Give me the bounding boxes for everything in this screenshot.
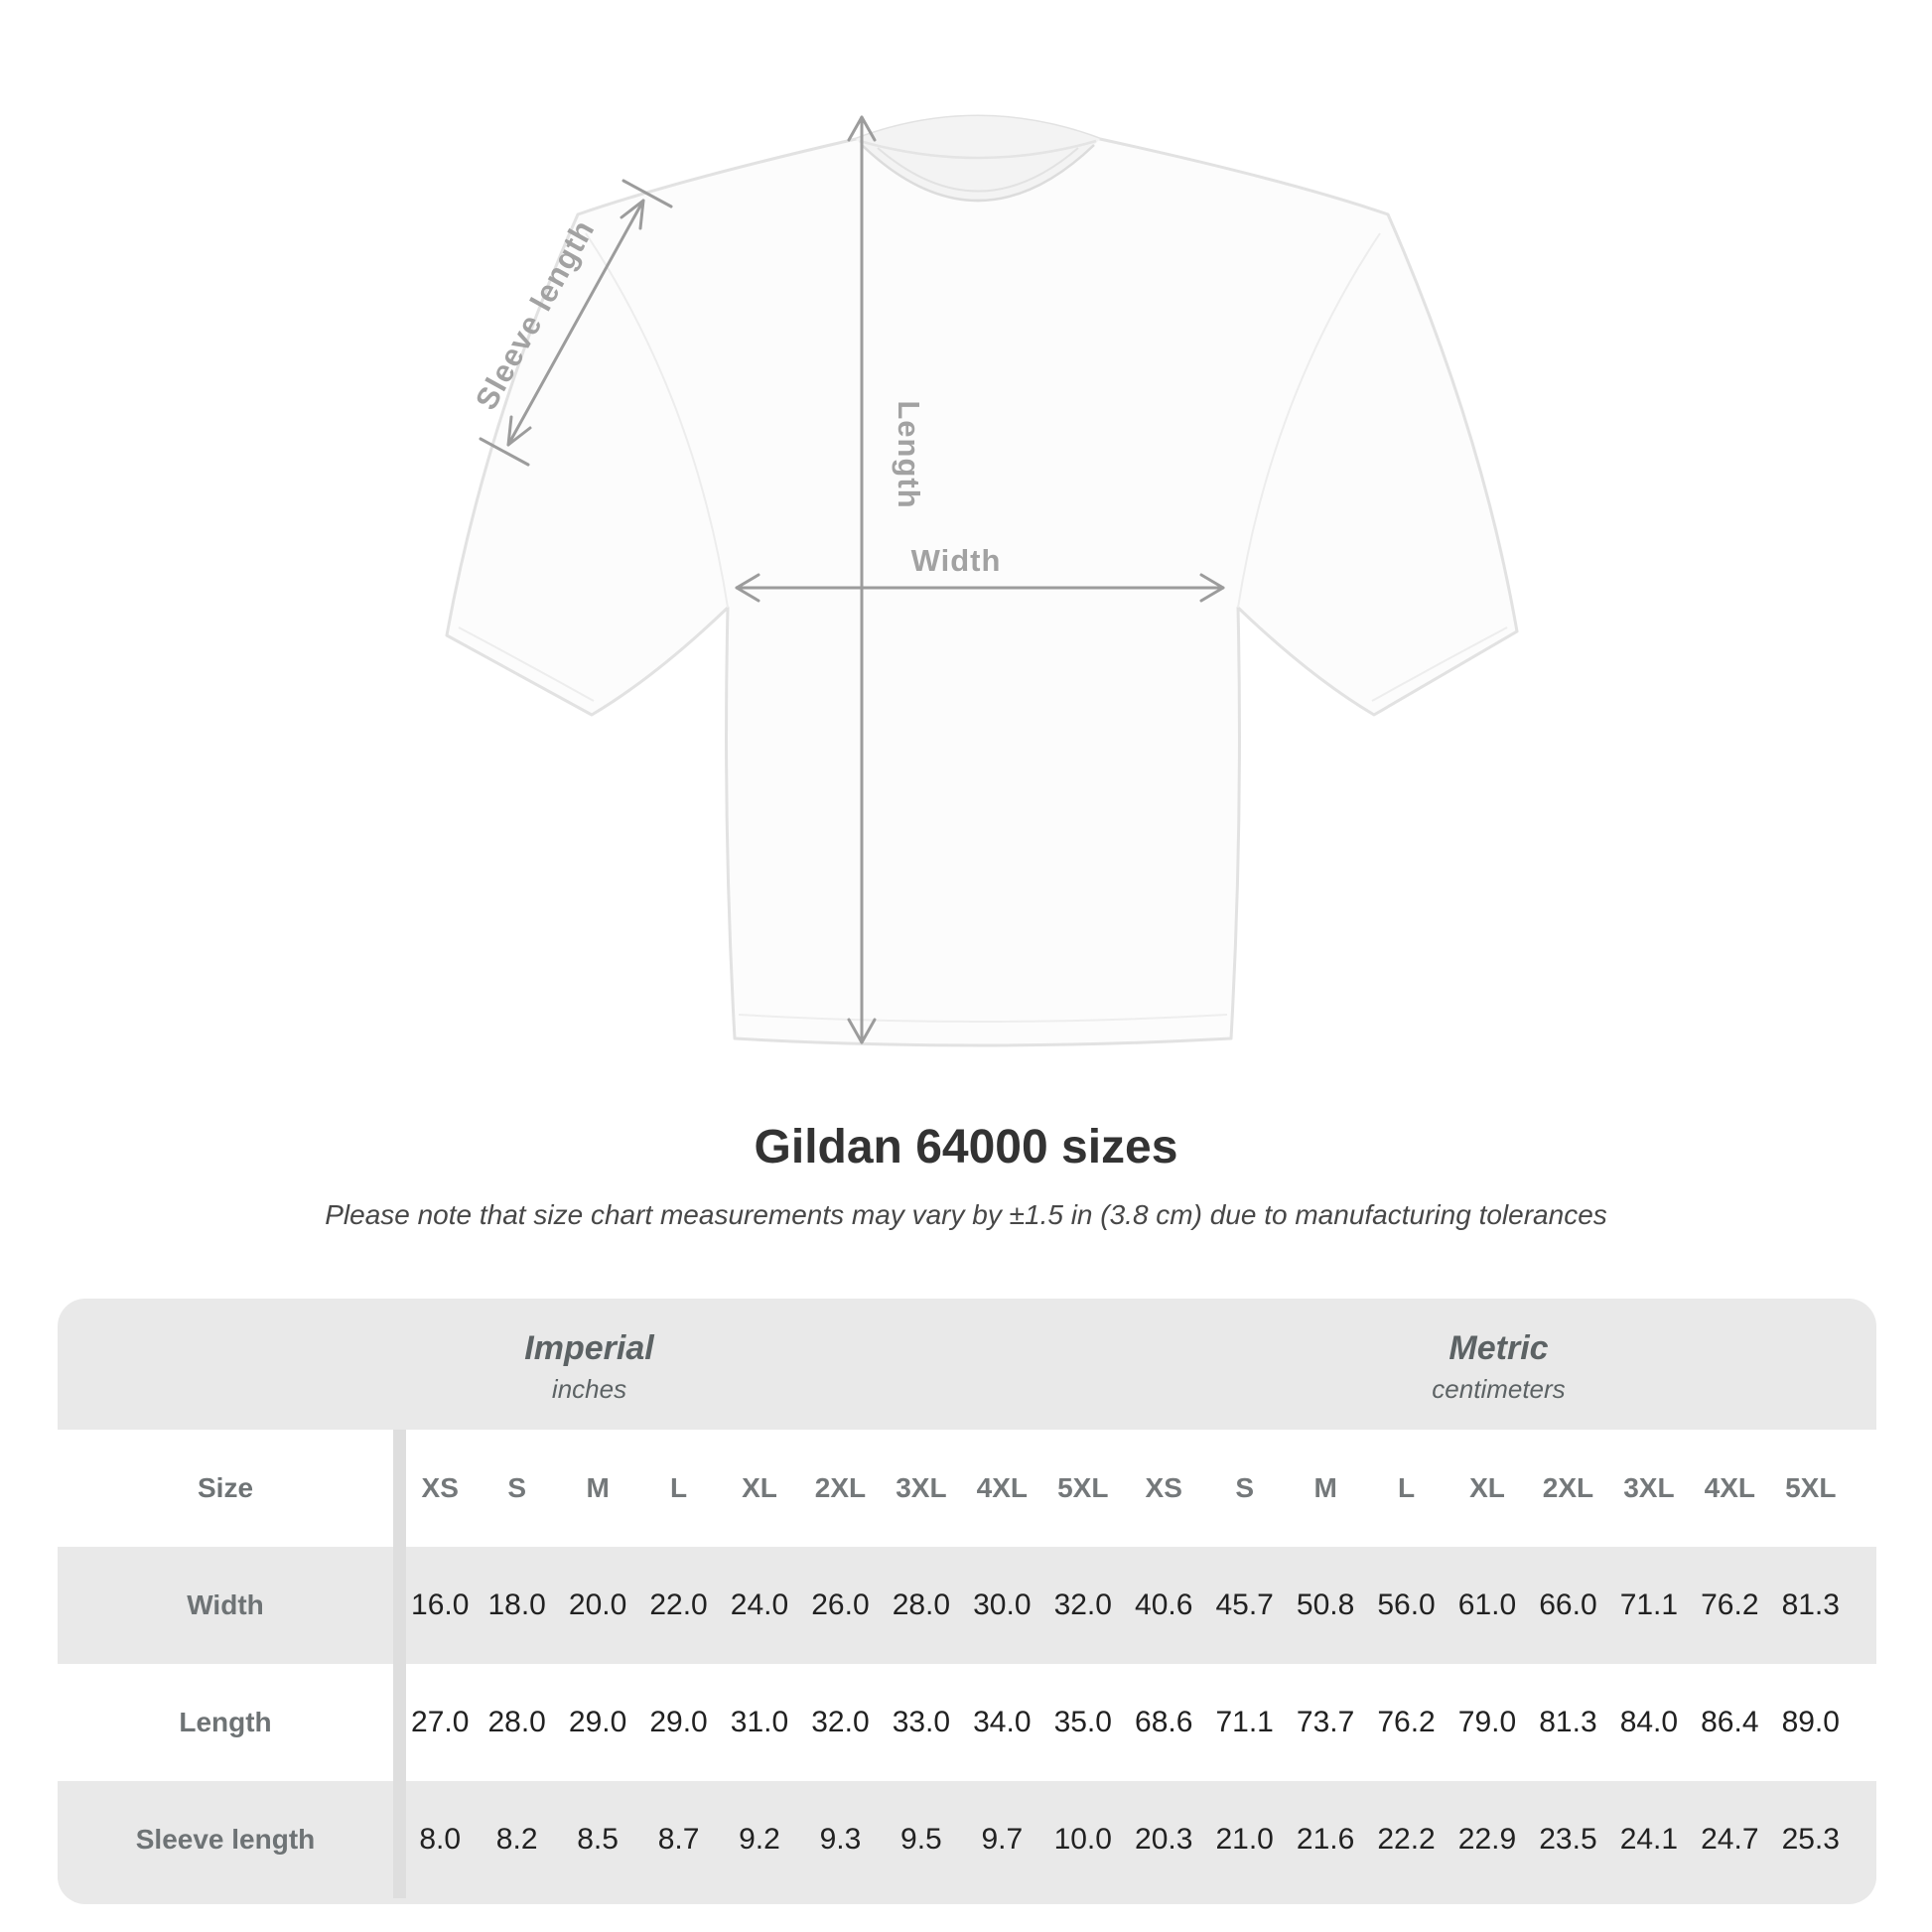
size-header-metric: M	[1282, 1430, 1364, 1547]
size-header-imperial: XS	[393, 1430, 475, 1547]
value-cell: 24.7	[1687, 1781, 1768, 1898]
imperial-sublabel: inches	[551, 1374, 627, 1404]
value-cell: 24.0	[716, 1547, 798, 1664]
imperial-header: Imperial inches	[58, 1299, 1121, 1430]
size-header-imperial: L	[635, 1430, 717, 1547]
value-cell: 84.0	[1605, 1664, 1688, 1781]
value-cell: 29.0	[635, 1664, 717, 1781]
value-cell: 32.0	[1039, 1547, 1121, 1664]
unit-header: Imperial inches Metric centimeters	[58, 1299, 1876, 1430]
value-cell: 79.0	[1444, 1664, 1526, 1781]
size-header-imperial: 5XL	[1039, 1430, 1121, 1547]
size-table: Imperial inches Metric centimeters Size X…	[58, 1299, 1876, 1904]
value-cell: 81.3	[1767, 1547, 1849, 1664]
value-cell: 68.6	[1120, 1664, 1202, 1781]
value-cell: 33.0	[878, 1664, 960, 1781]
row-label: Width	[58, 1547, 393, 1664]
value-cell: 45.7	[1201, 1547, 1283, 1664]
value-cell: 22.2	[1363, 1781, 1445, 1898]
value-cell: 9.3	[797, 1781, 879, 1898]
metric-header: Metric centimeters	[1121, 1299, 1876, 1430]
value-cell: 20.0	[554, 1547, 636, 1664]
size-header-imperial: 3XL	[878, 1430, 960, 1547]
value-cell: 76.2	[1687, 1547, 1768, 1664]
row-pad	[1848, 1547, 1876, 1664]
value-cell: 20.3	[1120, 1781, 1202, 1898]
size-header-metric: 3XL	[1605, 1430, 1688, 1547]
size-header-imperial: M	[554, 1430, 636, 1547]
value-cell: 66.0	[1525, 1547, 1606, 1664]
value-cell: 25.3	[1767, 1781, 1849, 1898]
size-header-metric: XL	[1444, 1430, 1526, 1547]
value-cell: 40.6	[1120, 1547, 1202, 1664]
value-cell: 9.7	[959, 1781, 1040, 1898]
metric-label: Metric	[1449, 1329, 1549, 1367]
row-pad	[1848, 1781, 1876, 1898]
value-cell: 35.0	[1039, 1664, 1121, 1781]
value-cell: 24.1	[1605, 1781, 1688, 1898]
value-cell: 29.0	[554, 1664, 636, 1781]
value-cell: 32.0	[797, 1664, 879, 1781]
value-cell: 30.0	[959, 1547, 1040, 1664]
size-header-metric: XS	[1120, 1430, 1202, 1547]
sleeve-length-arrow	[479, 179, 673, 467]
size-header-metric: 2XL	[1525, 1430, 1606, 1547]
value-cell: 89.0	[1767, 1664, 1849, 1781]
value-cell: 8.2	[474, 1781, 555, 1898]
size-header-imperial: 4XL	[959, 1430, 1040, 1547]
row-label: Sleeve length	[58, 1781, 393, 1898]
value-cell: 21.6	[1282, 1781, 1364, 1898]
row-label: Length	[58, 1664, 393, 1781]
size-header-metric: L	[1363, 1430, 1445, 1547]
value-cell: 28.0	[878, 1547, 960, 1664]
size-grid: Size XS S M L XL 2XL 3XL 4XL 5XL XS S M L XL 2XL 3XL 4XL 5…	[58, 1430, 1876, 1904]
size-header-metric: 5XL	[1767, 1430, 1849, 1547]
value-cell: 86.4	[1687, 1664, 1768, 1781]
value-cell: 23.5	[1525, 1781, 1606, 1898]
value-cell: 71.1	[1201, 1664, 1283, 1781]
value-cell: 22.0	[635, 1547, 717, 1664]
page-title: Gildan 64000 sizes	[754, 1121, 1178, 1173]
value-cell: 9.2	[716, 1781, 798, 1898]
imperial-label: Imperial	[524, 1329, 654, 1367]
value-cell: 21.0	[1201, 1781, 1283, 1898]
length-label: Length	[892, 400, 926, 508]
size-header-imperial: 2XL	[797, 1430, 879, 1547]
value-cell: 8.5	[554, 1781, 636, 1898]
size-header-imperial: XL	[716, 1430, 798, 1547]
value-cell: 16.0	[393, 1547, 475, 1664]
tshirt-measurement-diagram: Sleeve length Length Width	[445, 114, 1519, 1047]
value-cell: 76.2	[1363, 1664, 1445, 1781]
size-header-imperial: S	[474, 1430, 555, 1547]
value-cell: 18.0	[474, 1547, 555, 1664]
size-header-metric: S	[1201, 1430, 1283, 1547]
length-arrow	[847, 115, 877, 1044]
value-cell: 61.0	[1444, 1547, 1526, 1664]
value-cell: 8.0	[393, 1781, 475, 1898]
value-cell: 27.0	[393, 1664, 475, 1781]
value-cell: 81.3	[1525, 1664, 1606, 1781]
value-cell: 26.0	[797, 1547, 879, 1664]
value-cell: 34.0	[959, 1664, 1040, 1781]
tshirt-illustration	[445, 114, 1519, 1047]
width-arrow	[735, 573, 1225, 603]
value-cell: 9.5	[878, 1781, 960, 1898]
value-cell: 22.9	[1444, 1781, 1526, 1898]
value-cell: 73.7	[1282, 1664, 1364, 1781]
row-pad	[1848, 1430, 1876, 1547]
page-subtitle: Please note that size chart measurements…	[325, 1199, 1607, 1230]
value-cell: 71.1	[1605, 1547, 1688, 1664]
size-column-header: Size	[58, 1430, 393, 1547]
metric-sublabel: centimeters	[1432, 1374, 1566, 1404]
value-cell: 28.0	[474, 1664, 555, 1781]
size-header-metric: 4XL	[1687, 1430, 1768, 1547]
value-cell: 50.8	[1282, 1547, 1364, 1664]
value-cell: 31.0	[716, 1664, 798, 1781]
value-cell: 10.0	[1039, 1781, 1121, 1898]
row-pad	[1848, 1664, 1876, 1781]
value-cell: 56.0	[1363, 1547, 1445, 1664]
width-label: Width	[911, 543, 1002, 578]
value-cell: 8.7	[635, 1781, 717, 1898]
